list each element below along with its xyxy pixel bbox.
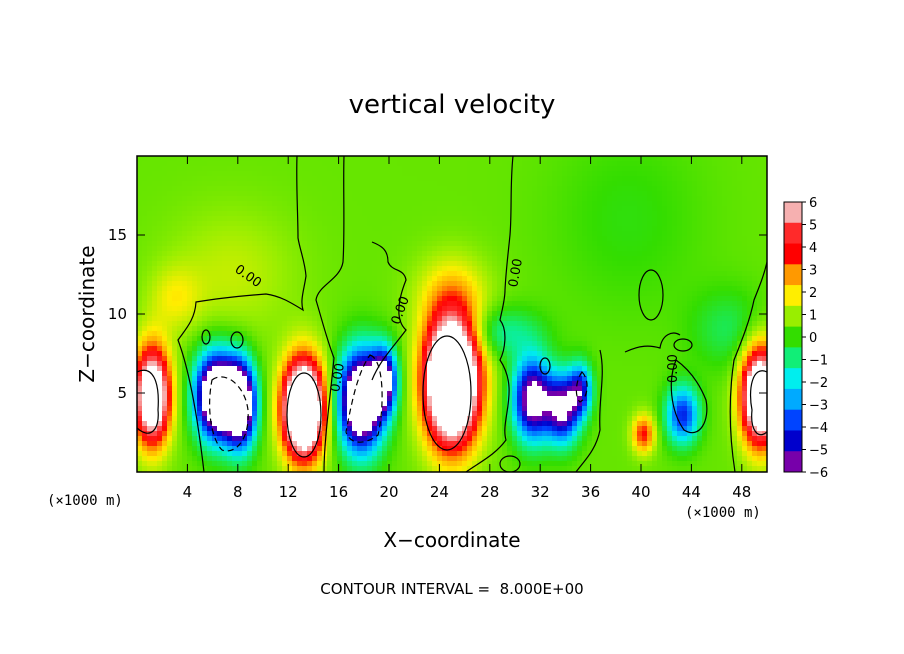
- colorbar-tick-label: 2: [809, 286, 817, 301]
- colorbar-tick-label: 3: [809, 264, 817, 279]
- colorbar-swatch: [784, 285, 802, 307]
- contour-label: 0.00: [666, 354, 681, 383]
- colorbar-tick-label: −2: [809, 376, 828, 391]
- zero-contour: [465, 156, 514, 472]
- colorbar-tick-label: 0: [809, 331, 817, 346]
- inner-contour: [422, 335, 472, 451]
- colorbar-tick-label: 4: [809, 241, 817, 256]
- contour-label: 0.00: [328, 362, 348, 393]
- x-tick-label: 32: [531, 483, 550, 501]
- y-tick-label: 5: [117, 384, 127, 402]
- colorbar-swatch: [784, 305, 802, 328]
- contour-loop: [673, 338, 693, 352]
- x-unit-right: (×1000 m): [685, 505, 761, 521]
- inner-contour: [137, 369, 159, 434]
- colorbar-swatch: [784, 264, 802, 286]
- contour-loop: [670, 359, 708, 434]
- y-axis-label: Z−coordinate: [75, 245, 99, 382]
- contour-loop: [201, 329, 211, 345]
- zero-contour: [575, 349, 603, 472]
- dashed-contour: [345, 354, 383, 443]
- contour-labels: 0.00 0.00 0.00 0.00 0.00: [232, 257, 681, 393]
- x-tick-label: 28: [480, 483, 499, 501]
- colorbar-swatch: [784, 347, 802, 369]
- colorbar-swatch: [784, 202, 802, 224]
- y-tick-label: 15: [108, 226, 127, 244]
- zero-contour: [624, 332, 681, 353]
- x-tick-label: 4: [183, 483, 193, 501]
- colorbar-swatch: [784, 222, 802, 245]
- x-tick-label: 48: [732, 483, 751, 501]
- colorbar: 6 5 4 3 2 1 0 −1 −2 −3 −4 −5 −6: [783, 196, 828, 481]
- chart-title: vertical velocity: [349, 90, 556, 120]
- contour-label: 0.00: [506, 257, 526, 288]
- zero-contour: [729, 261, 767, 472]
- x-axis: 4 8 12 16 20 24 28 32 36 40 44 48: [183, 156, 751, 501]
- colorbar-swatch: [784, 243, 802, 265]
- x-tick-label: 20: [379, 483, 398, 501]
- dashed-contour: [209, 376, 249, 452]
- contour-lines: [137, 156, 767, 472]
- x-unit-left: (×1000 m): [47, 493, 123, 509]
- colorbar-swatch: [784, 368, 802, 390]
- colorbar-tick-label: −1: [809, 354, 828, 369]
- colorbar-tick-label: −6: [809, 466, 828, 481]
- zero-contour: [177, 156, 307, 472]
- colorbar-swatch: [784, 326, 802, 348]
- x-tick-label: 40: [631, 483, 650, 501]
- x-tick-label: 24: [430, 483, 449, 501]
- colorbar-tick-label: 1: [809, 309, 817, 324]
- velocity-field: [137, 156, 767, 472]
- dashed-contour: [575, 371, 588, 403]
- zero-contour: [315, 156, 345, 472]
- colorbar-tick-label: −3: [809, 399, 828, 414]
- inner-contour: [286, 372, 322, 458]
- contour-loop: [230, 331, 244, 349]
- contour-interval-note: CONTOUR INTERVAL = 8.000E+00: [320, 580, 583, 598]
- zero-contour: [371, 241, 407, 381]
- colorbar-tick-label: −5: [809, 444, 828, 459]
- colorbar-swatch: [784, 430, 802, 452]
- contour-loop: [499, 455, 521, 472]
- colorbar-tick-label: −4: [809, 421, 828, 436]
- colorbar-tick-label: 6: [809, 196, 817, 211]
- y-axis: 5 10 15: [108, 226, 767, 402]
- x-axis-label: X−coordinate: [383, 528, 520, 552]
- y-tick-label: 10: [108, 305, 127, 323]
- x-tick-label: 16: [329, 483, 348, 501]
- x-tick-label: 12: [279, 483, 298, 501]
- colorbar-swatch: [784, 409, 802, 431]
- x-tick-label: 44: [682, 483, 701, 501]
- colorbar-swatch: [784, 451, 802, 473]
- colorbar-swatch: [784, 388, 802, 411]
- x-tick-label: 36: [581, 483, 600, 501]
- x-tick-label: 8: [233, 483, 243, 501]
- contour-loop: [539, 357, 551, 375]
- inner-contour: [749, 370, 767, 436]
- contour-loop: [638, 269, 664, 321]
- colorbar-tick-label: 5: [809, 219, 817, 234]
